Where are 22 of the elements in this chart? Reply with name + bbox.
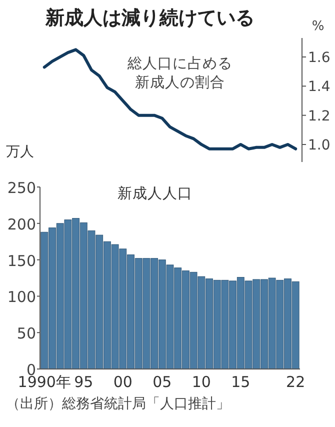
x-tick-label: 22 (286, 373, 306, 391)
y-tick-label: 150 (7, 252, 36, 270)
y-tick-label: 200 (7, 215, 36, 234)
y-axis-title: % (312, 19, 324, 34)
y-tick-label: 50 (16, 324, 36, 343)
chart-title: 新成人人口 (118, 185, 192, 202)
y-tick-label: 100 (7, 288, 36, 306)
x-tick-label: 00 (113, 373, 132, 391)
x-tick-label: 15 (231, 373, 250, 391)
y-axis-title: 万人 (6, 144, 34, 160)
chart-title: 新成人は減り続けている (44, 7, 254, 29)
y-tick-label: 1.6 (308, 50, 330, 66)
annotation: 総人口に占める新成人の割合 (126, 55, 232, 91)
y-tick-label: 1.2 (308, 108, 330, 124)
y-tick-label: 250 (7, 179, 36, 197)
x-tick-label: 05 (152, 373, 172, 391)
line-series (42, 48, 298, 150)
x-tick-label: 95 (74, 373, 94, 391)
y-tick-label: 1.0 (308, 137, 330, 154)
text: （出所）総務省統計局「人口推計」 (6, 396, 230, 412)
x-tick-label: 10 (192, 373, 211, 391)
y-tick-label: 1.4 (308, 79, 330, 96)
